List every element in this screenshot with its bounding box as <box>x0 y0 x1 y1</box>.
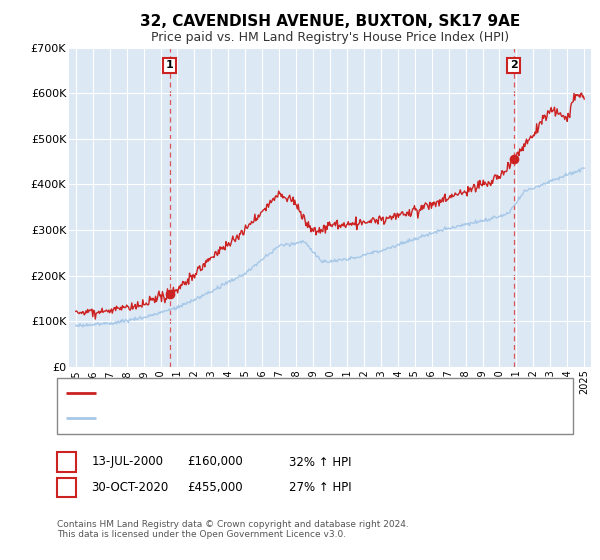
Text: 32% ↑ HPI: 32% ↑ HPI <box>289 455 352 469</box>
Text: 2: 2 <box>509 60 517 71</box>
Text: 1: 1 <box>62 455 71 469</box>
Text: £160,000: £160,000 <box>187 455 243 469</box>
Text: Contains HM Land Registry data © Crown copyright and database right 2024.
This d: Contains HM Land Registry data © Crown c… <box>57 520 409 539</box>
Text: 1: 1 <box>166 60 173 71</box>
Text: HPI: Average price, detached house, High Peak: HPI: Average price, detached house, High… <box>102 413 364 423</box>
Text: 2: 2 <box>62 480 71 494</box>
Text: 30-OCT-2020: 30-OCT-2020 <box>91 480 169 494</box>
Text: 32, CAVENDISH AVENUE, BUXTON, SK17 9AE (detached house): 32, CAVENDISH AVENUE, BUXTON, SK17 9AE (… <box>102 388 453 398</box>
Text: 32, CAVENDISH AVENUE, BUXTON, SK17 9AE: 32, CAVENDISH AVENUE, BUXTON, SK17 9AE <box>140 14 520 29</box>
Text: 13-JUL-2000: 13-JUL-2000 <box>91 455 163 469</box>
Text: 27% ↑ HPI: 27% ↑ HPI <box>289 480 352 494</box>
Text: Price paid vs. HM Land Registry's House Price Index (HPI): Price paid vs. HM Land Registry's House … <box>151 31 509 44</box>
Text: £455,000: £455,000 <box>187 480 243 494</box>
